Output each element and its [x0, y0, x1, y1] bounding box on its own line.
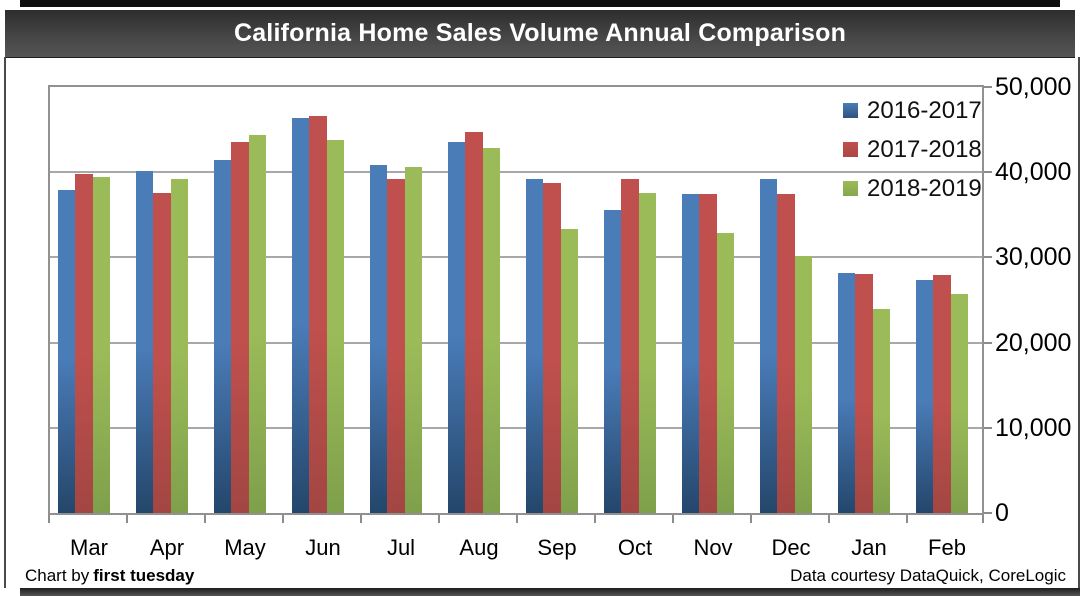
legend-entry-2016-2017: 2016-2017 — [843, 97, 982, 124]
bar-2017-2018-jun — [309, 115, 327, 513]
x-axis-label-may: May — [224, 535, 266, 560]
bar-2016-2017-feb — [916, 279, 934, 513]
bar-2017-2018-mar — [75, 173, 93, 513]
x-axis-tick-0 — [48, 515, 50, 523]
x-axis-label-aug: Aug — [459, 535, 499, 560]
bar-2018-2019-nov — [716, 232, 735, 513]
x-axis-tick-2 — [204, 515, 206, 523]
gridline-10,000 — [50, 426, 982, 429]
bar-2018-2019-oct — [638, 192, 657, 513]
bar-2017-2018-may — [231, 142, 249, 513]
bar-2017-2018-jul — [387, 179, 405, 513]
chart-credit-brand: first tuesday — [93, 566, 195, 585]
y-axis-tick-30,000 — [984, 256, 992, 259]
legend-entry-2018-2019: 2018-2019 — [843, 175, 982, 202]
bar-2018-2019-jan — [872, 309, 891, 513]
bar-2018-2019-may — [248, 134, 267, 513]
bar-2018-2019-mar — [92, 177, 111, 513]
x-axis-tick-10 — [828, 515, 830, 523]
gridline-30,000 — [50, 256, 982, 259]
x-axis-label-nov: Nov — [693, 535, 733, 560]
bar-2016-2017-aug — [448, 141, 466, 513]
x-axis-tick-5 — [438, 515, 440, 523]
x-axis-tick-8 — [672, 515, 674, 523]
legend-label-2016-2017: 2016-2017 — [867, 96, 982, 124]
x-axis-tick-12 — [982, 515, 984, 523]
x-axis-label-dec: Dec — [771, 535, 811, 560]
x-axis-label-apr: Apr — [149, 535, 185, 560]
legend-label-2018-2019: 2018-2019 — [867, 174, 982, 202]
legend-swatch-icon — [843, 103, 858, 118]
y-axis-tick-40,000 — [984, 171, 992, 174]
legend-swatch-icon — [843, 181, 858, 196]
gridline-20,000 — [50, 341, 982, 344]
y-axis-label-40,000: 40,000 — [995, 158, 1072, 187]
bar-2018-2019-apr — [170, 179, 189, 513]
gridline-40,000 — [50, 171, 982, 174]
chart-credit: Chart by first tuesday — [25, 566, 194, 586]
bar-2017-2018-nov — [699, 193, 717, 513]
bar-2018-2019-jun — [326, 139, 345, 513]
x-axis-tick-7 — [594, 515, 596, 523]
bar-2017-2018-sep — [543, 183, 561, 513]
top-accent-strip — [20, 0, 1060, 7]
chart-title: California Home Sales Volume Annual Comp… — [233, 19, 847, 47]
x-axis-label-jan: Jan — [851, 535, 887, 560]
y-axis-label-50,000: 50,000 — [995, 73, 1072, 101]
bar-2017-2018-apr — [153, 192, 171, 513]
x-axis-tick-4 — [360, 515, 362, 523]
x-axis-tick-9 — [750, 515, 752, 523]
y-axis-label-20,000: 20,000 — [995, 328, 1072, 357]
bar-2017-2018-feb — [933, 275, 951, 513]
x-axis-label-mar: Mar — [70, 535, 108, 560]
bar-2017-2018-dec — [777, 193, 795, 513]
y-axis-tick-0 — [984, 512, 992, 514]
bar-2016-2017-jun — [292, 117, 310, 513]
x-axis-label-jun: Jun — [305, 535, 341, 560]
data-courtesy-note: Data courtesy DataQuick, CoreLogic — [790, 566, 1066, 585]
bar-2016-2017-nov — [682, 193, 700, 513]
legend: 2016-2017 2017-2018 2018-2019 — [843, 97, 982, 214]
bar-2016-2017-may — [214, 160, 232, 513]
bar-2016-2017-jan — [838, 272, 856, 513]
y-axis-tick-50,000 — [984, 86, 992, 88]
bar-2016-2017-dec — [760, 179, 778, 513]
legend-label-2017-2018: 2017-2018 — [867, 135, 982, 163]
y-axis-tick-20,000 — [984, 341, 992, 344]
bar-2018-2019-aug — [482, 148, 501, 513]
x-axis-label-oct: Oct — [617, 535, 653, 560]
y-axis-label-0: 0 — [995, 499, 1009, 527]
y-axis-label-30,000: 30,000 — [995, 243, 1072, 272]
bar-2018-2019-jul — [404, 167, 423, 513]
x-axis-tick-6 — [516, 515, 518, 523]
bar-2016-2017-mar — [58, 190, 76, 513]
bar-2016-2017-oct — [604, 209, 622, 513]
legend-swatch-icon — [843, 142, 858, 157]
x-axis-tick-1 — [126, 515, 128, 523]
bar-2018-2019-feb — [950, 294, 969, 513]
y-axis-tick-10,000 — [984, 426, 992, 429]
x-axis-label-jul: Jul — [386, 535, 416, 560]
plot-area — [48, 85, 984, 515]
bar-2016-2017-apr — [136, 171, 154, 513]
chart-credit-prefix: Chart by — [25, 566, 90, 585]
bar-2016-2017-sep — [526, 179, 544, 513]
bar-2017-2018-aug — [465, 132, 483, 513]
bar-2018-2019-sep — [560, 229, 579, 513]
x-axis-tick-11 — [906, 515, 908, 523]
bar-2017-2018-jan — [855, 273, 873, 513]
bar-2016-2017-jul — [370, 165, 388, 513]
x-axis-label-feb: Feb — [928, 535, 966, 560]
bottom-accent-strip — [20, 588, 1080, 596]
x-axis-label-sep: Sep — [537, 535, 577, 560]
legend-entry-2017-2018: 2017-2018 — [843, 136, 982, 163]
bar-2017-2018-oct — [621, 179, 639, 513]
x-axis-tick-3 — [282, 515, 284, 523]
chart-title-bar: California Home Sales Volume Annual Comp… — [5, 10, 1075, 58]
y-axis-label-10,000: 10,000 — [995, 413, 1072, 442]
bar-2018-2019-dec — [794, 255, 813, 513]
chart-outer-frame — [4, 57, 1080, 588]
